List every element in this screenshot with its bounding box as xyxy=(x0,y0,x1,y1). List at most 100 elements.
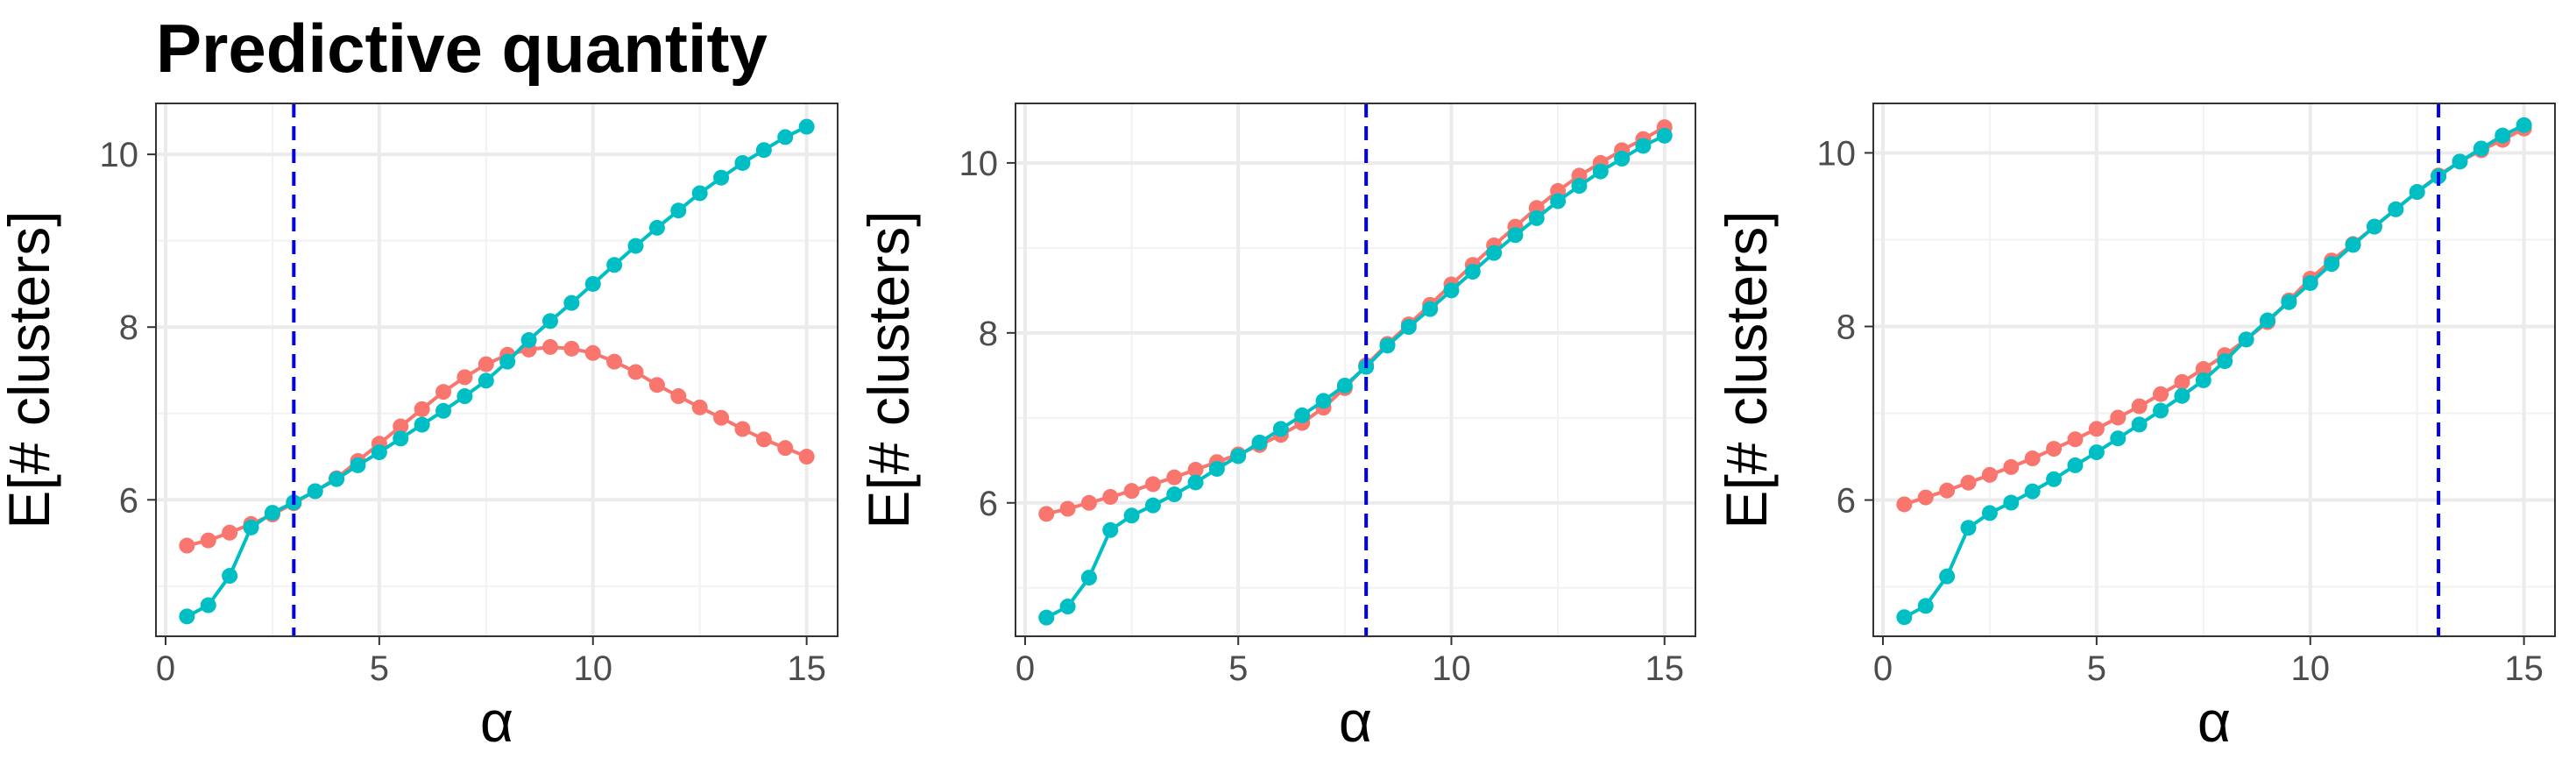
point xyxy=(1123,507,1140,524)
point xyxy=(414,401,430,417)
point xyxy=(2195,372,2212,388)
x-axis-title: α xyxy=(2197,689,2231,754)
y-tick-label: 10 xyxy=(100,136,139,174)
point xyxy=(1080,494,1097,511)
point xyxy=(2003,494,2020,511)
point xyxy=(1464,264,1481,280)
point xyxy=(1939,568,1956,585)
point xyxy=(1960,520,1977,536)
point xyxy=(435,402,452,419)
point xyxy=(584,344,601,361)
point xyxy=(222,524,238,541)
x-tick-label: 0 xyxy=(1873,649,1893,688)
y-tick-label: 6 xyxy=(119,481,138,520)
point xyxy=(2217,353,2233,370)
y-tick-label: 8 xyxy=(1836,308,1856,346)
point xyxy=(798,449,815,465)
point xyxy=(563,294,580,311)
point xyxy=(755,142,772,159)
point xyxy=(627,364,644,380)
point xyxy=(1422,301,1439,317)
point xyxy=(691,185,708,202)
point xyxy=(1379,337,1396,354)
point xyxy=(1592,163,1609,180)
point xyxy=(1635,138,1652,154)
point xyxy=(713,169,730,186)
point xyxy=(1981,505,1998,521)
x-tick-label: 10 xyxy=(2290,649,2330,688)
point xyxy=(1187,474,1204,491)
y-tick-label: 8 xyxy=(979,315,998,353)
point xyxy=(1960,474,1977,491)
point xyxy=(1571,178,1588,195)
point xyxy=(1144,497,1161,514)
point xyxy=(1294,407,1311,423)
y-tick-label: 6 xyxy=(1836,482,1856,521)
y-axis-title: E[# clusters] xyxy=(856,210,921,528)
panel-border xyxy=(1015,103,1696,637)
x-axis-title: α xyxy=(480,689,513,754)
point xyxy=(2110,430,2127,447)
point xyxy=(1507,227,1524,244)
point xyxy=(2452,153,2468,170)
point xyxy=(2131,398,2148,415)
point xyxy=(2259,312,2275,329)
panel-border xyxy=(155,103,839,637)
point xyxy=(1528,209,1545,226)
chart-title: Predictive quantity xyxy=(156,10,768,87)
point xyxy=(1939,482,1956,499)
point xyxy=(1230,448,1247,465)
point xyxy=(670,388,687,405)
point xyxy=(478,356,494,372)
panel-border xyxy=(1872,103,2556,637)
y-tick-label: 6 xyxy=(979,485,998,523)
point xyxy=(606,353,623,370)
point xyxy=(1550,193,1567,209)
x-tick-label: 15 xyxy=(787,649,826,688)
point xyxy=(2473,140,2489,157)
point xyxy=(2281,294,2297,310)
point xyxy=(1443,282,1460,299)
point xyxy=(2024,483,2041,500)
point xyxy=(563,340,580,357)
point xyxy=(755,431,772,448)
point xyxy=(200,597,216,613)
point xyxy=(179,608,195,625)
point xyxy=(2067,431,2084,448)
x-axis-title: α xyxy=(1339,689,1372,754)
x-tick-label: 5 xyxy=(2087,649,2106,688)
point xyxy=(1038,506,1055,522)
point xyxy=(798,118,815,135)
point xyxy=(1144,476,1161,493)
panel: 6 8 10 0 5 10 15 α E[# clusters] Predictive quant… xyxy=(0,10,839,754)
point xyxy=(2409,184,2425,201)
point xyxy=(2388,201,2404,217)
point xyxy=(1187,461,1204,478)
point xyxy=(1080,570,1097,586)
point xyxy=(1336,377,1353,394)
point xyxy=(2088,444,2105,461)
point xyxy=(670,202,687,219)
point xyxy=(478,372,494,389)
point xyxy=(499,353,516,370)
plot-background xyxy=(1016,103,1695,636)
x-tick-label: 5 xyxy=(370,649,389,688)
x-tick-label: 0 xyxy=(1016,649,1035,688)
point xyxy=(734,421,751,437)
point xyxy=(264,505,280,521)
point xyxy=(1400,319,1417,336)
point xyxy=(2366,218,2382,235)
point xyxy=(2131,416,2148,433)
point xyxy=(2238,331,2254,348)
point xyxy=(329,471,345,487)
point xyxy=(2516,117,2532,133)
point xyxy=(350,457,366,473)
point xyxy=(2302,274,2318,291)
point xyxy=(648,219,665,236)
point xyxy=(2024,450,2041,467)
x-tick-label: 5 xyxy=(1228,649,1248,688)
point xyxy=(2088,421,2105,437)
point xyxy=(243,519,259,535)
